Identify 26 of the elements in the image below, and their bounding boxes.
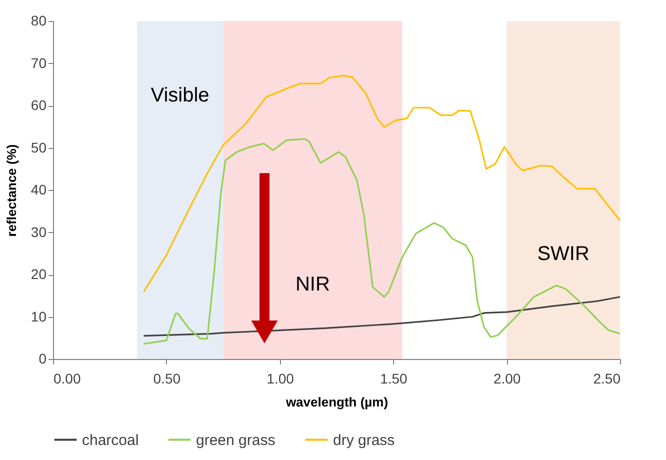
legend-label: green grass (196, 432, 276, 449)
y-tick-label: 70 (30, 54, 47, 71)
band-label: Visible (150, 84, 210, 106)
y-tick-label: 60 (30, 97, 47, 113)
y-axis-title: reflectance (%) (4, 144, 19, 237)
y-tick-label: 30 (30, 224, 47, 240)
line-series (142, 74, 621, 293)
x-tick-label: 2.50 (593, 370, 621, 386)
line-series (142, 296, 621, 337)
line-series (142, 138, 621, 345)
x-tick-label: 1.50 (380, 370, 408, 386)
legend-label: dry grass (333, 432, 395, 449)
y-tick-label: 50 (30, 139, 47, 156)
x-tick-label: 0.00 (54, 370, 81, 386)
x-tick-label: 2.00 (493, 370, 521, 386)
x-tick-label: 0.50 (153, 370, 181, 386)
band-label: SWIR (537, 243, 590, 266)
y-tick-label: 10 (30, 308, 47, 324)
legend-label: charcoal (82, 432, 139, 449)
y-tick-label: 0 (38, 350, 47, 366)
y-tick-label: 40 (30, 182, 47, 198)
x-tick-label: 1.00 (266, 370, 294, 386)
x-axis-title: wavelength (µm) (284, 394, 388, 410)
y-tick-label: 80 (30, 12, 47, 28)
y-tick-label: 20 (30, 266, 47, 282)
band-label: NIR (295, 274, 330, 296)
